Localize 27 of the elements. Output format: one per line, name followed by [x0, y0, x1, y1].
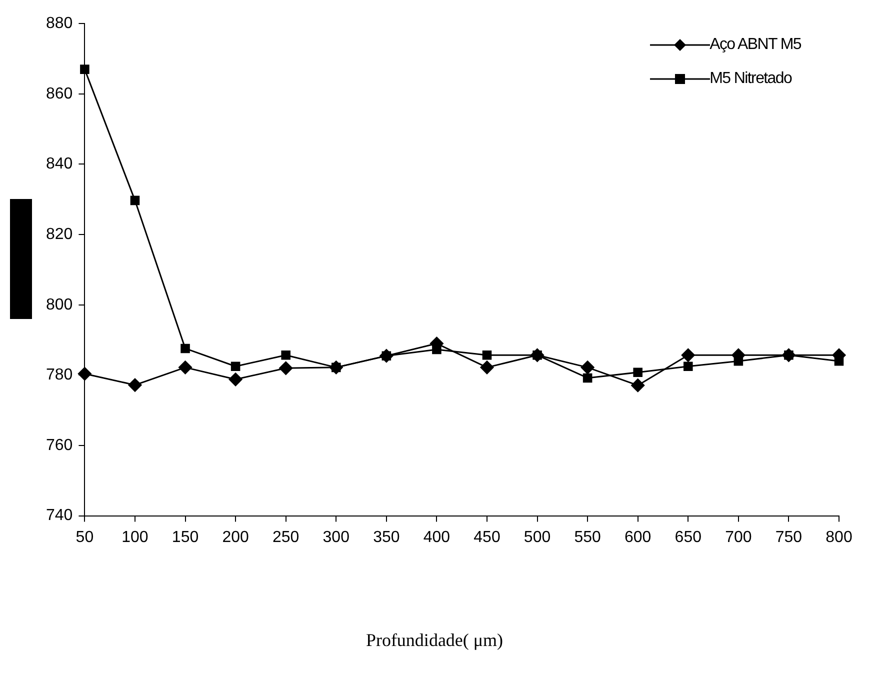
x-tick-label: 700 — [725, 528, 752, 546]
y-tick-label: 760 — [46, 436, 73, 454]
x-tick-label: 150 — [172, 528, 199, 546]
x-tick-label: 50 — [76, 528, 94, 546]
x-tick-label: 250 — [272, 528, 300, 546]
x-tick-label: 300 — [322, 528, 350, 546]
x-axis-title: Profundidade( μm) — [364, 630, 504, 651]
x-tick-label: 200 — [222, 528, 249, 546]
y-tick-label: 800 — [46, 296, 73, 314]
y-tick-label: 860 — [46, 85, 73, 102]
x-tick-label: 500 — [524, 528, 551, 546]
legend-label: M5 Nitretado — [710, 70, 792, 88]
y-tick-label: 820 — [46, 226, 73, 243]
x-tick-label: 750 — [775, 528, 802, 546]
y-tick-label: 840 — [46, 156, 73, 173]
x-tick-label: 800 — [826, 528, 852, 546]
y-tick-label: 880 — [46, 15, 73, 32]
x-tick-label: 450 — [474, 528, 500, 546]
x-tick-label: 400 — [423, 528, 450, 546]
legend-label: Aço ABNT M5 — [710, 36, 801, 54]
x-tick-label: 650 — [674, 528, 702, 546]
x-tick-label: 350 — [373, 528, 400, 546]
x-tick-label: 100 — [122, 528, 148, 546]
y-tick-label: 780 — [46, 366, 73, 384]
x-tick-label: 600 — [624, 528, 652, 546]
x-tick-label: 550 — [574, 528, 602, 546]
y-tick-label: 740 — [46, 507, 73, 524]
